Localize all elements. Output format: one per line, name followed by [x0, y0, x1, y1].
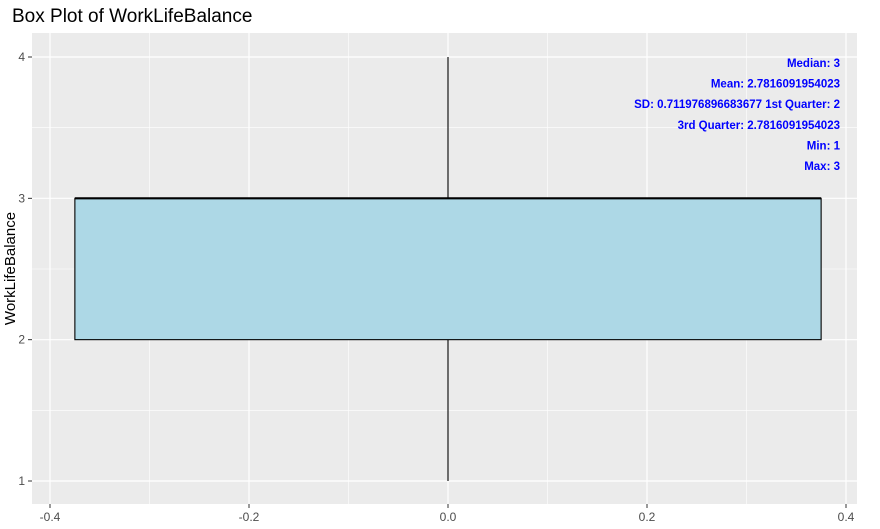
x-tick-label: -0.2 — [239, 510, 260, 524]
y-axis-ticks: 1 2 3 4 — [18, 50, 32, 488]
y-axis-title: WorkLifeBalance — [2, 212, 19, 325]
stat-annotation: Median: 3 — [787, 58, 840, 70]
y-tick-label: 2 — [18, 333, 25, 347]
box-iqr — [74, 197, 822, 341]
stat-annotation: Max: 3 — [804, 161, 840, 173]
y-tick-label: 4 — [18, 50, 25, 64]
y-tick-label: 3 — [18, 191, 25, 205]
y-tick-label: 1 — [18, 474, 25, 488]
x-tick-label: -0.4 — [40, 510, 61, 524]
x-tick-label: 0.2 — [639, 510, 656, 524]
stat-annotation: SD: 0.711976896683677 1st Quarter: 2 — [634, 99, 840, 111]
x-tick-label: 0.4 — [838, 510, 855, 524]
chart-title: Box Plot of WorkLifeBalance — [12, 6, 252, 27]
box-layer — [74, 57, 822, 481]
stat-annotation: 3rd Quarter: 2.7816091954023 — [678, 120, 840, 132]
x-tick-label: 0.0 — [440, 510, 457, 524]
stat-annotation: Min: 1 — [807, 140, 841, 152]
x-axis-ticks: -0.4 -0.2 0.0 0.2 0.4 — [40, 504, 855, 524]
stat-annotation: Mean: 2.7816091954023 — [711, 79, 840, 91]
stats-annotations: Median: 3 Mean: 2.7816091954023 SD: 0.7119… — [634, 58, 840, 173]
